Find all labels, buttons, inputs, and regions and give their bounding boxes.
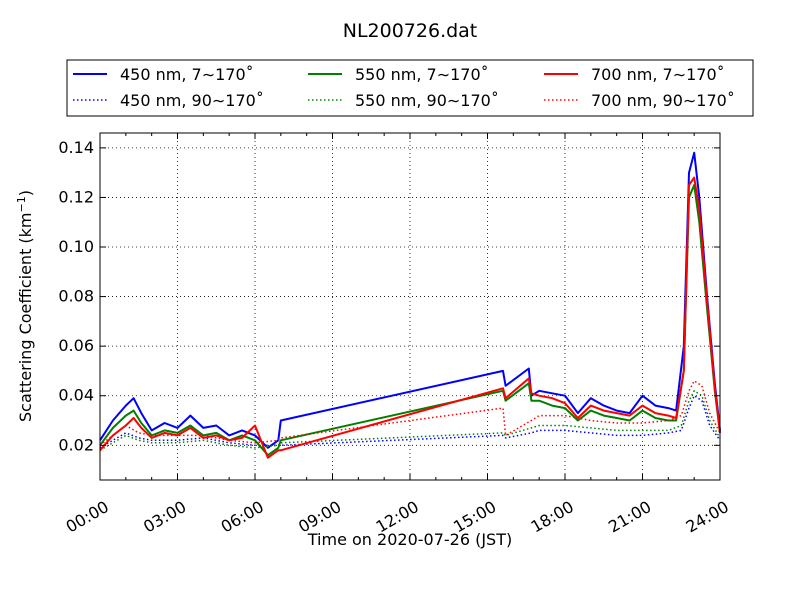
plot-area: 00:00 03:00 06:00 09:00 12:00 15:00 18:00 21:00…	[58, 132, 732, 537]
x-tick-label: 21:00	[605, 497, 654, 537]
plot-frame	[100, 133, 720, 480]
legend-label: 550 nm, 90∼170˚	[355, 91, 499, 110]
legend-label: 450 nm, 90∼170˚	[120, 91, 264, 110]
y-axis-label: Scattering Coefficient (km−1)	[15, 190, 36, 422]
series-line-5	[99, 380, 721, 446]
y-tick-label: 0.06	[58, 336, 94, 355]
legend: 450 nm, 7∼170˚ 550 nm, 7∼170˚ 700 nm, 7∼17…	[66, 59, 754, 117]
series-group	[99, 151, 721, 459]
y-axis-label-end: )	[16, 190, 35, 196]
x-tick-label: 06:00	[218, 497, 267, 537]
y-tick-label: 0.10	[58, 237, 94, 256]
x-tick-label: 00:00	[63, 497, 112, 537]
x-tick-label: 24:00	[683, 497, 732, 537]
y-tick-label: 0.12	[58, 187, 94, 206]
grid	[100, 133, 720, 480]
x-tick-label: 03:00	[140, 497, 189, 537]
y-axis-label-sup: −1	[15, 196, 28, 212]
y-tick-label: 0.02	[58, 435, 94, 454]
y-tick-label: 0.08	[58, 287, 94, 306]
legend-label: 550 nm, 7∼170˚	[355, 65, 489, 84]
legend-label: 450 nm, 7∼170˚	[120, 65, 254, 84]
x-axis-label: Time on 2020-07-26 (JST)	[307, 530, 512, 549]
series-line-3	[99, 390, 721, 451]
x-tick-label: 18:00	[528, 497, 577, 537]
y-axis-label-main: Scattering Coefficient (km	[16, 212, 35, 422]
series-line-1	[99, 394, 721, 449]
legend-label: 700 nm, 90∼170˚	[591, 91, 735, 110]
y-tick-label: 0.04	[58, 386, 94, 405]
y-tick-label: 0.14	[58, 138, 94, 157]
legend-label: 700 nm, 7∼170˚	[591, 65, 725, 84]
chart-title: NL200726.dat	[343, 20, 478, 42]
legend-box	[66, 59, 754, 117]
series-line-4	[99, 176, 721, 459]
